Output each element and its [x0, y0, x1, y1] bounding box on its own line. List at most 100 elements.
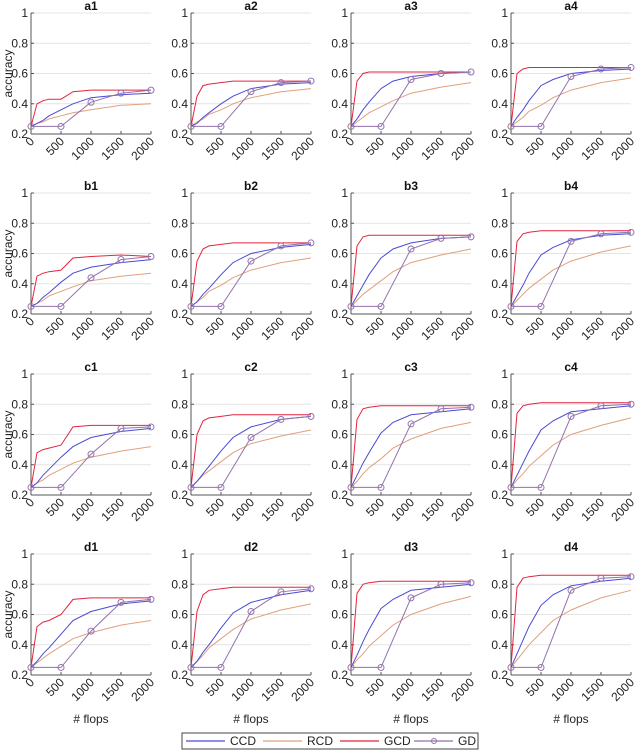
y-tick-label: 0.4 [491, 638, 508, 652]
gd-point [537, 663, 545, 671]
series-gcd-line [30, 254, 152, 307]
series-ccd-line [350, 236, 472, 307]
series-rcd-line [510, 245, 632, 307]
gd-point [307, 412, 315, 420]
y-tick-label: 0.2 [491, 307, 508, 321]
x-tick-label: 1500 [578, 675, 607, 704]
y-tick-label: 0.2 [331, 488, 348, 502]
y-tick-label: 0.8 [331, 577, 348, 591]
y-tick-label: 0.2 [11, 488, 28, 502]
y-tick-label: 0.4 [491, 277, 508, 291]
subplot-b4: 0.2 0.4 0.6 0.8 1 0 500 1000 1500 2000 b4 [491, 179, 637, 343]
gd-point [537, 122, 545, 130]
x-tick-label: 0 [342, 314, 357, 329]
x-tick-label: 1000 [388, 314, 417, 343]
gd-point [507, 663, 515, 671]
x-tick-label: 1000 [68, 675, 97, 704]
y-tick-label: 1 [21, 6, 28, 20]
x-tick-label: 2000 [448, 134, 477, 163]
gd-point [597, 402, 605, 410]
gd-point [187, 122, 195, 130]
y-tick-label: 1 [181, 367, 188, 381]
x-tick-label: 2000 [608, 675, 637, 704]
gd-point [627, 63, 635, 71]
series-gcd-line [190, 414, 311, 488]
subplot-a1: 0.2 0.4 0.6 0.8 1 0 500 1000 1500 2000 a1 accuracy [1, 0, 157, 163]
y-tick-label: 0.6 [11, 428, 28, 442]
y-tick-label: 0.4 [11, 638, 28, 652]
x-tick-label: 0 [182, 495, 197, 510]
series-gcd-line [30, 424, 151, 488]
gd-point [377, 663, 385, 671]
x-tick-label: 500 [43, 314, 67, 338]
y-axis-label: accuracy [1, 590, 15, 638]
y-tick-label: 1 [341, 547, 348, 561]
y-tick-label: 0.2 [171, 127, 188, 141]
series-gd-line [31, 426, 152, 488]
y-tick-label: 1 [501, 186, 508, 200]
x-tick-label: 1500 [98, 134, 127, 163]
y-tick-label: 0.4 [331, 97, 348, 111]
series-rcd-line [30, 620, 152, 668]
x-tick-label: 500 [43, 134, 67, 158]
y-tick-label: 0.2 [331, 127, 348, 141]
x-tick-label: 2000 [608, 134, 637, 163]
x-tick-label: 1000 [548, 314, 577, 343]
y-tick-label: 0.2 [331, 307, 348, 321]
gd-point [27, 302, 35, 310]
y-tick-label: 0.6 [171, 67, 188, 81]
series-ccd-line [30, 427, 152, 488]
x-tick-label: 1000 [548, 134, 577, 163]
subplot-title: a1 [84, 0, 98, 13]
x-axis-label: # flops [553, 712, 588, 726]
series-rcd-line [510, 77, 632, 127]
y-tick-label: 0.4 [171, 458, 188, 472]
x-tick-label: 2000 [448, 675, 477, 704]
gd-point [27, 663, 35, 671]
y-tick-label: 0.4 [11, 277, 28, 291]
series-gcd-line [30, 89, 151, 127]
x-tick-label: 1000 [228, 134, 257, 163]
y-tick-label: 0.4 [331, 638, 348, 652]
x-tick-label: 500 [203, 495, 227, 519]
gd-point [27, 483, 35, 491]
x-tick-label: 0 [22, 495, 37, 510]
gd-point [87, 450, 95, 458]
x-tick-label: 1500 [258, 495, 287, 524]
x-tick-label: 2000 [448, 314, 477, 343]
subplot-c2: 0.2 0.4 0.6 0.8 1 0 500 1000 1500 2000 c2 [171, 360, 317, 524]
y-tick-label: 0.4 [11, 458, 28, 472]
x-tick-label: 500 [523, 314, 547, 338]
gd-point [217, 483, 225, 491]
x-tick-label: 0 [342, 495, 357, 510]
gd-point [627, 573, 635, 581]
legend-label-ccd: CCD [230, 734, 256, 748]
subplot-title: c2 [244, 360, 258, 374]
series-ccd-line [30, 600, 152, 668]
series-gcd-line [350, 234, 471, 307]
y-tick-label: 0.4 [171, 638, 188, 652]
y-tick-label: 0.8 [491, 216, 508, 230]
series-rcd-line [190, 429, 312, 488]
y-tick-label: 0.8 [11, 397, 28, 411]
series-gd-line [511, 576, 632, 668]
x-axis-label: # flops [73, 712, 108, 726]
series-gd-line [511, 403, 632, 488]
x-tick-label: 1500 [98, 495, 127, 524]
x-tick-label: 0 [22, 314, 37, 329]
gd-point [277, 79, 285, 87]
y-tick-label: 0.6 [11, 67, 28, 81]
gd-point [377, 122, 385, 130]
y-tick-label: 0.8 [171, 216, 188, 230]
legend-label-gd: GD [458, 734, 476, 748]
series-rcd-line [350, 421, 472, 488]
subplot-title: b3 [404, 179, 418, 193]
subplot-title: c1 [84, 360, 98, 374]
gd-point [27, 122, 35, 130]
y-tick-label: 0.6 [171, 247, 188, 261]
y-tick-label: 1 [21, 547, 28, 561]
x-tick-label: 1500 [578, 495, 607, 524]
legend: CCD RCD GCD GD [181, 732, 479, 750]
series-gcd-line [510, 574, 631, 668]
y-tick-label: 0.6 [491, 608, 508, 622]
